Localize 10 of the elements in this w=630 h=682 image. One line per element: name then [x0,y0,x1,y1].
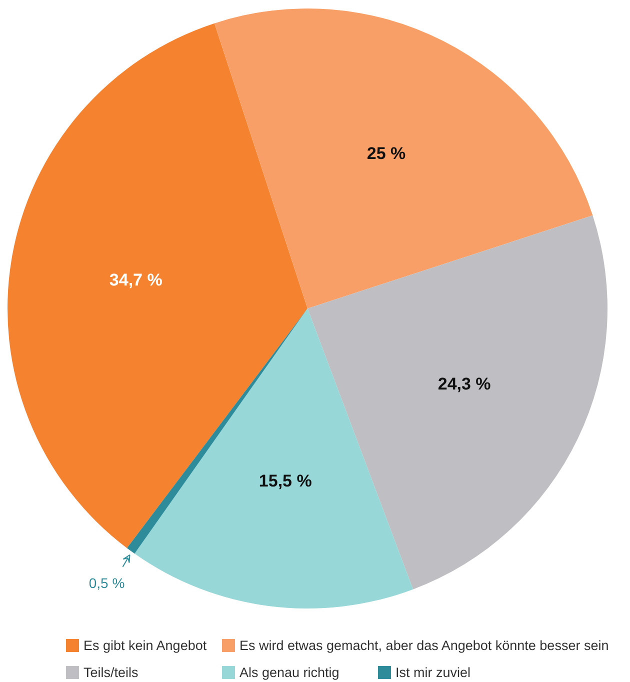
legend-label: Ist mir zuviel [396,665,471,680]
data-label: 0,5 % [88,574,125,591]
legend-label: Als genau richtig [240,665,340,680]
data-label: 25 % [366,144,406,163]
data-label: 34,7 % [109,270,162,290]
legend-label: Es gibt kein Angebot [84,638,207,653]
data-label: 24,3 % [438,374,491,394]
data-label: 15,5 % [258,472,312,491]
legend-label: Es wird etwas gemacht, aber das Angebot könnte besser sein [240,638,609,653]
legend-label: Teils/teils [84,665,139,680]
